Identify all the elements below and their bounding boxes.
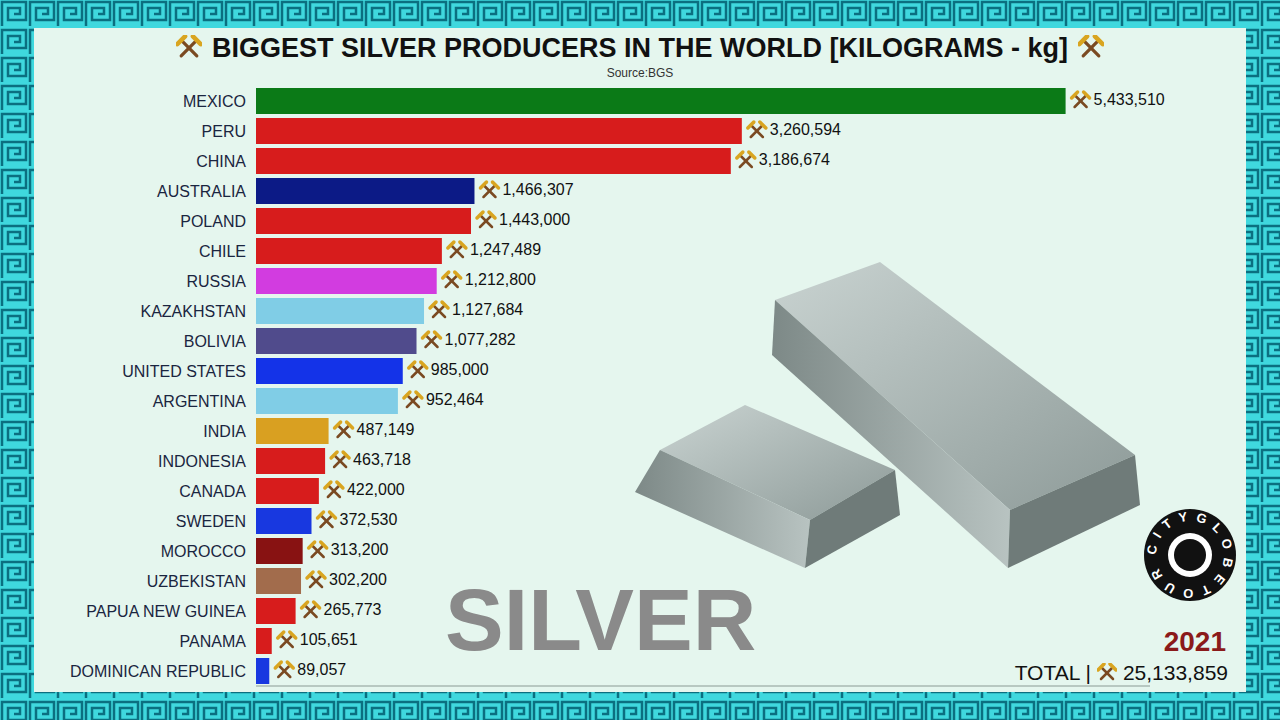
svg-text:313,200: 313,200 <box>331 541 389 558</box>
svg-text:SWEDEN: SWEDEN <box>176 513 246 530</box>
svg-text:89,057: 89,057 <box>297 661 346 678</box>
svg-text:3,260,594: 3,260,594 <box>770 121 841 138</box>
svg-text:422,000: 422,000 <box>347 481 405 498</box>
html-text:SILVER: SILVER <box>445 570 757 669</box>
svg-text:RUSSIA: RUSSIA <box>186 273 246 290</box>
svg-text:CANADA: CANADA <box>179 483 246 500</box>
svg-text:KAZAKHSTAN: KAZAKHSTAN <box>141 303 247 320</box>
svg-text:1,443,000: 1,443,000 <box>499 211 570 228</box>
svg-text:INDONESIA: INDONESIA <box>158 453 246 470</box>
svg-text:UZBEKISTAN: UZBEKISTAN <box>147 573 246 590</box>
svg-text:5,433,510: 5,433,510 <box>1094 91 1165 108</box>
svg-text:CHINA: CHINA <box>196 153 246 170</box>
svg-text:AUSTRALIA: AUSTRALIA <box>157 183 246 200</box>
html-text:25,133,859: 25,133,859 <box>1122 661 1228 684</box>
svg-text:DOMINICAN REPUBLIC: DOMINICAN REPUBLIC <box>70 663 246 680</box>
svg-text:1,466,307: 1,466,307 <box>502 181 573 198</box>
svg-text:372,530: 372,530 <box>340 511 398 528</box>
svg-text:1,247,489: 1,247,489 <box>470 241 541 258</box>
svg-text:1,127,684: 1,127,684 <box>452 301 523 318</box>
svg-text:MEXICO: MEXICO <box>183 93 246 110</box>
svg-text:UNITED STATES: UNITED STATES <box>122 363 246 380</box>
svg-text:MOROCCO: MOROCCO <box>161 543 246 560</box>
html-text:TOTAL |: TOTAL | <box>1014 661 1091 684</box>
svg-text:1,212,800: 1,212,800 <box>465 271 536 288</box>
svg-text:985,000: 985,000 <box>431 361 489 378</box>
html-text:2021: 2021 <box>1163 626 1226 657</box>
svg-text:PAPUA NEW GUINEA: PAPUA NEW GUINEA <box>86 603 246 620</box>
svg-text:302,200: 302,200 <box>329 571 387 588</box>
svg-text:952,464: 952,464 <box>426 391 484 408</box>
svg-text:CITYGLOBETOUR: CITYGLOBETOUR <box>1144 509 1236 601</box>
svg-text:105,651: 105,651 <box>300 631 358 648</box>
svg-text:487,149: 487,149 <box>357 421 415 438</box>
html-text:BIGGEST SILVER PRODUCERS IN TH: BIGGEST SILVER PRODUCERS IN THE WORLD [K… <box>212 32 1068 63</box>
svg-text:INDIA: INDIA <box>203 423 246 440</box>
svg-text:ARGENTINA: ARGENTINA <box>153 393 247 410</box>
html-text:Source:BGS: Source:BGS <box>606 66 674 80</box>
svg-text:265,773: 265,773 <box>324 601 382 618</box>
svg-text:PERU: PERU <box>202 123 246 140</box>
svg-text:PANAMA: PANAMA <box>180 633 247 650</box>
svg-text:POLAND: POLAND <box>180 213 246 230</box>
svg-text:1,077,282: 1,077,282 <box>445 331 516 348</box>
svg-text:463,718: 463,718 <box>353 451 411 468</box>
svg-text:BOLIVIA: BOLIVIA <box>184 333 247 350</box>
svg-text:3,186,674: 3,186,674 <box>759 151 830 168</box>
svg-text:CHILE: CHILE <box>199 243 246 260</box>
